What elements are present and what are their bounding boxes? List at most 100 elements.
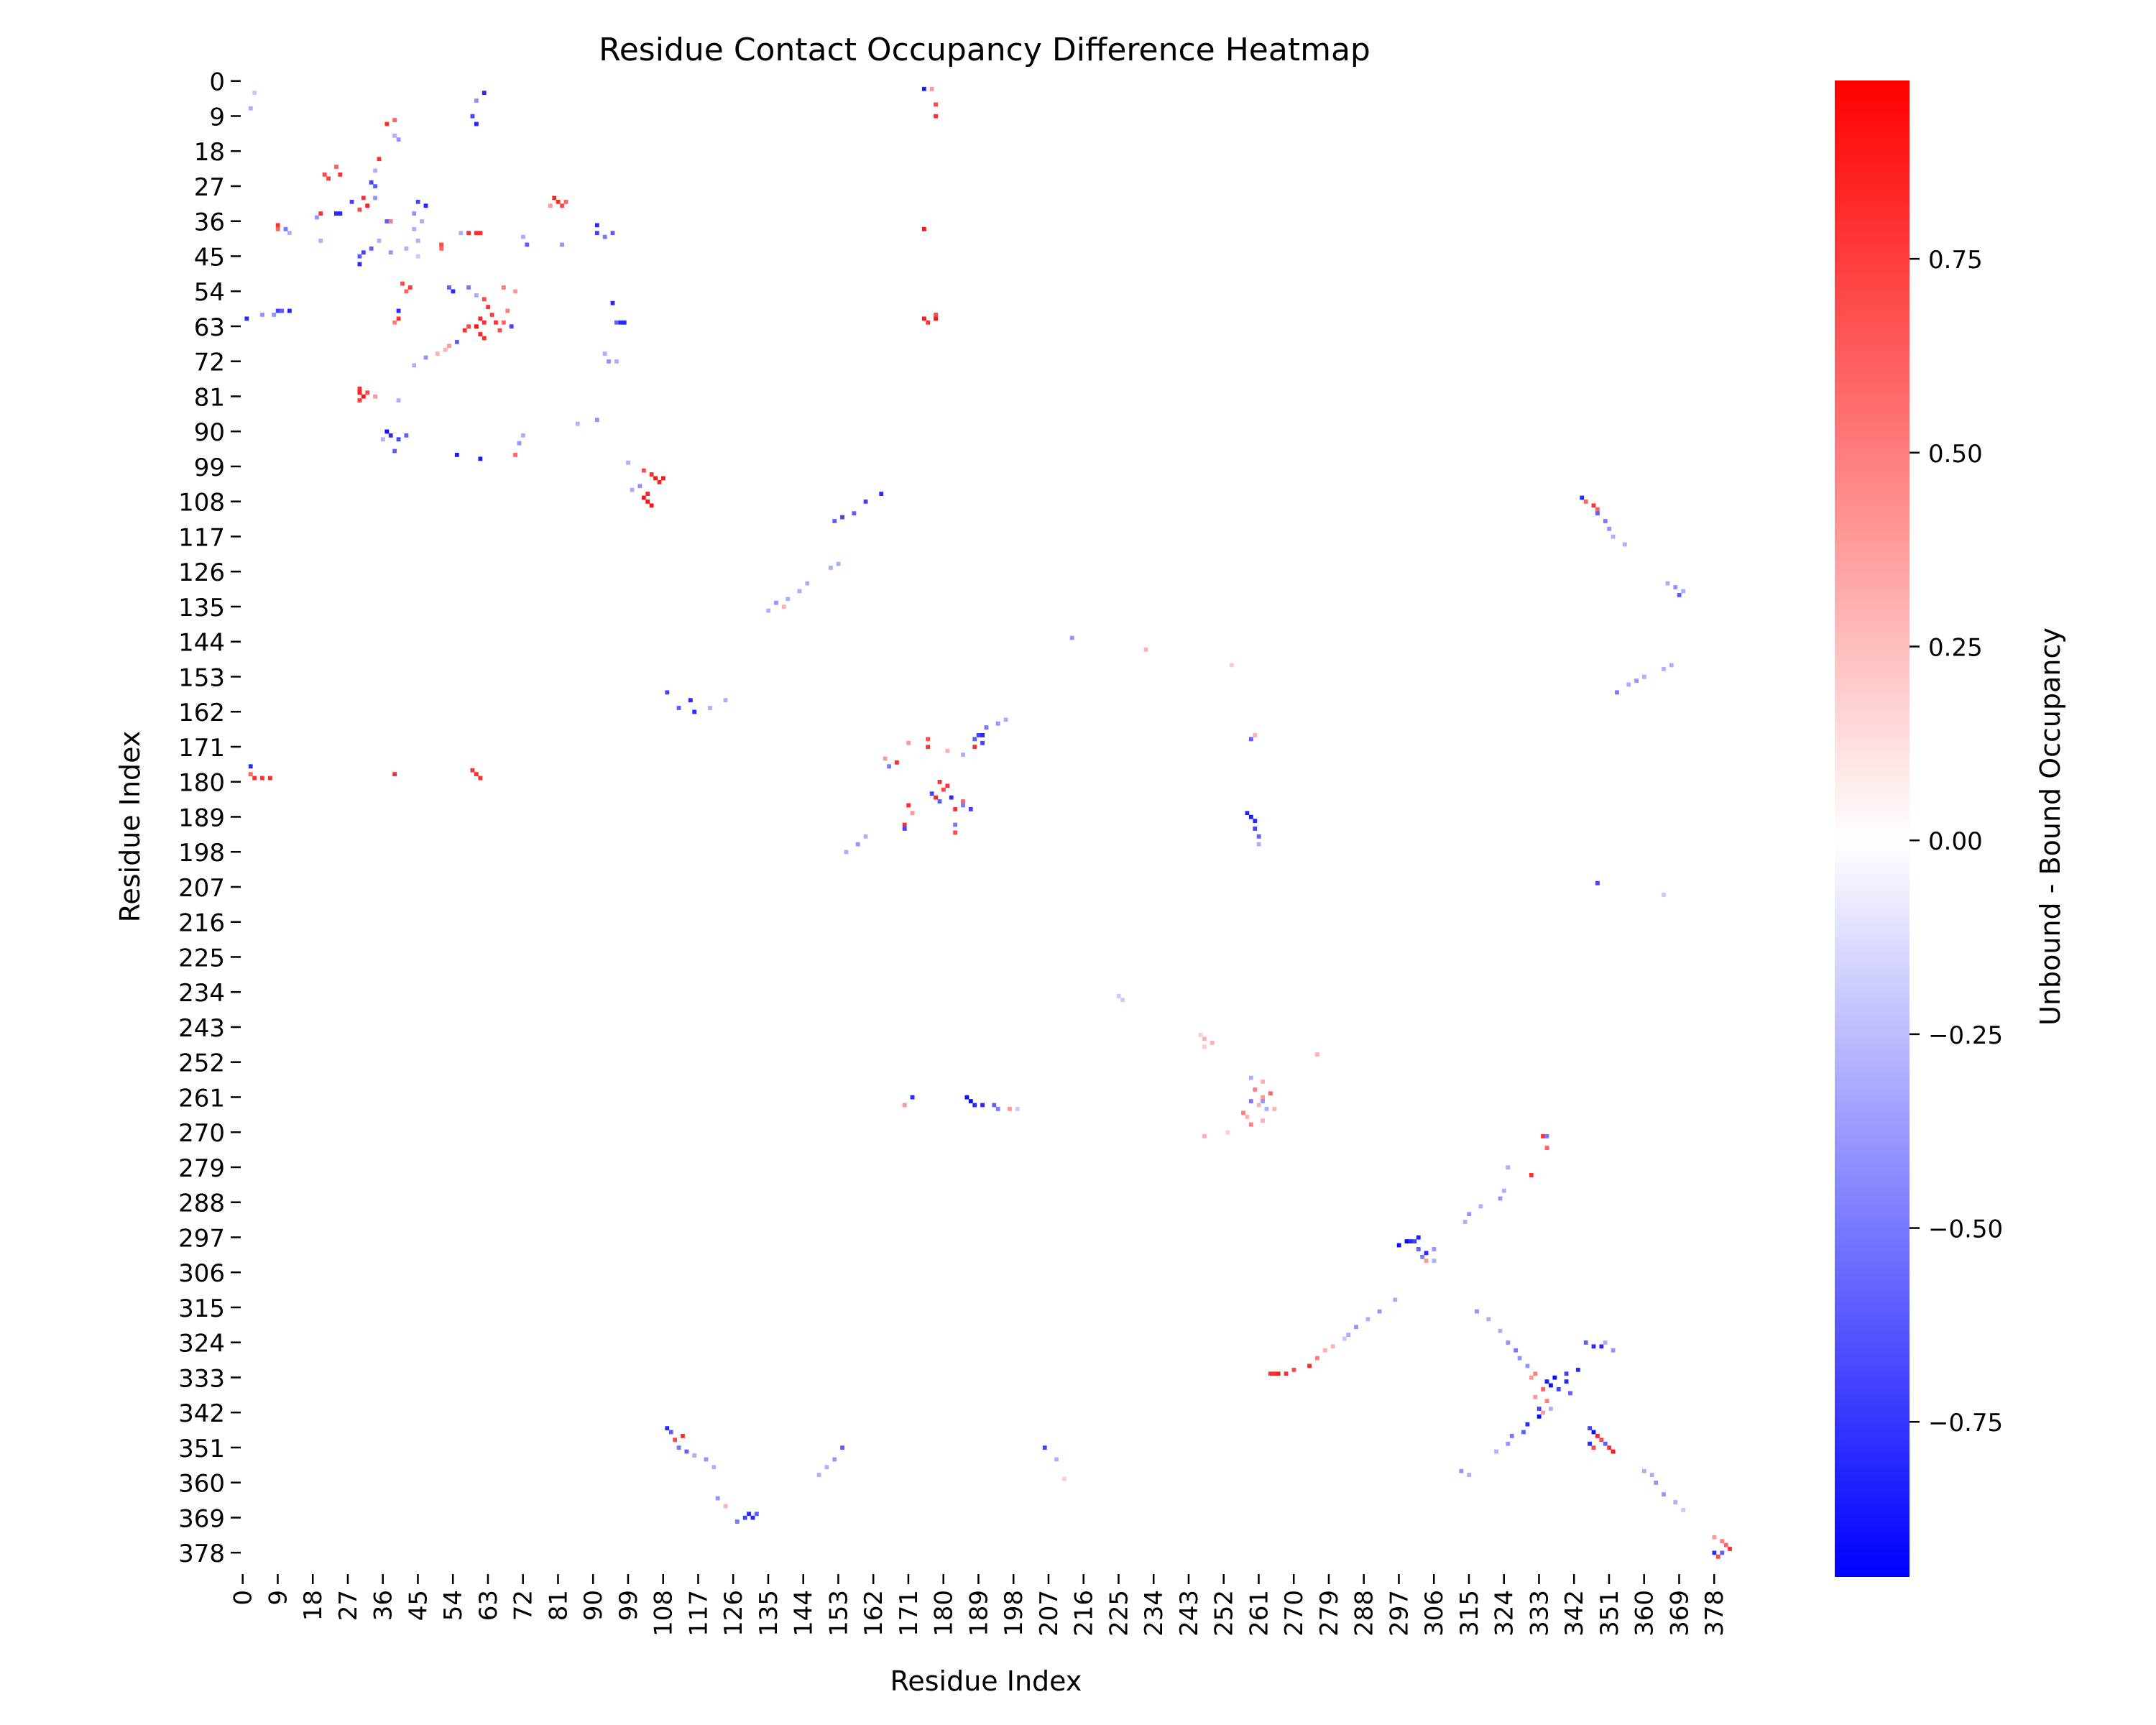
heatmap-cell: [1723, 1542, 1728, 1547]
heatmap-cell: [668, 1430, 673, 1435]
heatmap-cell: [1284, 1371, 1289, 1376]
y-tick-label: 360: [178, 1470, 225, 1499]
y-tick-label: 135: [178, 594, 225, 622]
heatmap-cell: [1662, 1492, 1666, 1497]
heatmap-cell: [1529, 1375, 1534, 1380]
heatmap-cell: [509, 324, 514, 329]
y-tick-label: 342: [178, 1399, 225, 1428]
heatmap-cell: [501, 320, 506, 325]
heatmap-cell: [454, 453, 459, 457]
heatmap-cell: [248, 764, 253, 769]
heatmap-cell: [322, 172, 327, 177]
heatmap-cell: [594, 231, 599, 236]
heatmap-cell: [816, 1473, 821, 1477]
heatmap-cell: [832, 519, 837, 523]
heatmap-cell: [1720, 1550, 1725, 1555]
heatmap-cell: [1229, 663, 1234, 668]
heatmap-cell: [314, 215, 319, 220]
x-tick-label: 306: [1420, 1590, 1449, 1637]
y-tick-label: 252: [178, 1049, 225, 1078]
heatmap-cell: [439, 242, 444, 247]
heatmap-cell: [1603, 519, 1608, 523]
heatmap-cell: [902, 827, 907, 831]
heatmap-cell: [384, 121, 390, 126]
y-tick-label: 0: [209, 68, 225, 97]
y-tick-label: 225: [178, 944, 225, 972]
heatmap-cell: [275, 226, 280, 231]
y-tick-label: 63: [194, 313, 225, 342]
x-tick-label: 261: [1245, 1590, 1273, 1637]
x-tick-label: 297: [1385, 1590, 1414, 1637]
heatmap-cell: [1248, 737, 1253, 742]
heatmap-cell: [906, 740, 911, 745]
heatmap-cell: [1198, 1033, 1203, 1037]
heatmap-cell: [318, 239, 323, 243]
heatmap-cell: [338, 211, 343, 216]
heatmap-cell: [1261, 1080, 1265, 1084]
heatmap-cell: [910, 811, 915, 816]
heatmap-cell: [1416, 1235, 1421, 1240]
heatmap-cell: [365, 390, 370, 395]
heatmap-cell: [560, 242, 564, 247]
heatmap-cell: [423, 355, 428, 360]
y-tick-label: 27: [194, 173, 225, 202]
heatmap-cell: [968, 1099, 973, 1103]
heatmap-cell: [548, 203, 553, 208]
heatmap-cell: [863, 500, 868, 504]
heatmap-cell: [1315, 1356, 1319, 1361]
heatmap-cell: [1681, 1507, 1685, 1512]
heatmap-cell: [926, 737, 931, 742]
heatmap-cell: [1662, 666, 1666, 671]
heatmap-cell: [1622, 542, 1627, 547]
heatmap-cell: [673, 1438, 678, 1443]
heatmap-cell: [1202, 1044, 1207, 1049]
heatmap-cell: [1462, 1220, 1468, 1224]
heatmap-cell: [1529, 1173, 1534, 1177]
heatmap-cell: [1615, 690, 1619, 695]
heatmap-cell: [482, 91, 487, 96]
heatmap-cell: [1330, 1344, 1335, 1349]
y-tick-label: 234: [178, 979, 225, 1008]
y-tick-label: 99: [194, 454, 225, 482]
heatmap-cell: [1607, 526, 1612, 531]
x-tick-label: 63: [474, 1590, 503, 1621]
heatmap-cell: [614, 359, 619, 364]
heatmap-cell: [474, 324, 479, 329]
heatmap-cell: [665, 690, 670, 695]
heatmap-cell: [404, 289, 409, 294]
heatmap-cell: [1248, 1122, 1253, 1127]
heatmap-cell: [1475, 1309, 1479, 1314]
heatmap-cell: [1498, 1196, 1503, 1201]
heatmap-cell: [1253, 819, 1258, 823]
heatmap-cell: [357, 398, 362, 402]
heatmap-cell: [267, 776, 272, 781]
heatmap-cell: [1642, 674, 1646, 679]
heatmap-cell: [474, 772, 479, 776]
heatmap-cell: [560, 203, 564, 208]
heatmap-cell: [984, 725, 989, 730]
heatmap-cell: [474, 231, 479, 236]
heatmap-cell: [474, 293, 479, 298]
heatmap-cell: [949, 795, 954, 800]
heatmap-cell: [252, 91, 257, 96]
heatmap-cell: [786, 597, 791, 602]
heatmap-cell: [622, 320, 627, 325]
heatmap-cell: [594, 223, 599, 228]
heatmap-cell: [968, 806, 973, 811]
heatmap-cell: [1611, 1348, 1616, 1353]
heatmap-cell: [388, 433, 393, 438]
heatmap-cell: [1634, 678, 1639, 683]
heatmap-cell: [879, 492, 884, 496]
heatmap-cell: [283, 226, 288, 231]
heatmap-cell: [1673, 1500, 1678, 1504]
x-tick-label: 81: [544, 1590, 573, 1621]
heatmap-cell: [349, 199, 354, 204]
colorbar-ticks: 0.75 0.50 0.25 0.00 −0.25 −0.50 −0.75: [1909, 246, 2003, 1438]
heatmap-cell: [505, 308, 510, 313]
y-tick-label: 351: [178, 1435, 225, 1463]
heatmap-cell: [972, 1103, 977, 1108]
heatmap-cell: [921, 226, 926, 231]
heatmap-cell: [248, 106, 253, 111]
x-tick-label: 54: [439, 1590, 468, 1621]
heatmap-cell: [934, 316, 938, 321]
